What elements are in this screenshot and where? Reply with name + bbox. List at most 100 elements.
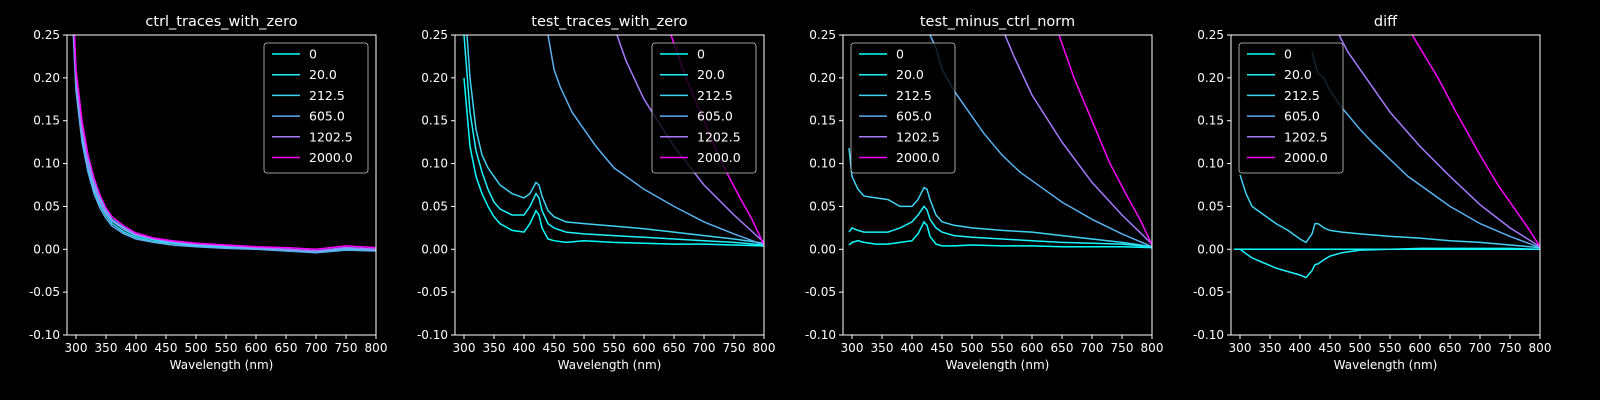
series-group: [72, 35, 376, 254]
y-tick-label: 0.10: [1197, 157, 1224, 171]
axes-frame: [842, 34, 1153, 336]
x-tick-label: 300: [1229, 341, 1252, 355]
x-tick-label: 800: [365, 341, 388, 355]
x-tick-label: 300: [453, 341, 476, 355]
x-tick-label: 650: [1439, 341, 1462, 355]
x-axis-label: Wavelength (nm): [558, 358, 662, 372]
axes-frame: [1230, 34, 1541, 336]
x-axis-label: Wavelength (nm): [946, 358, 1050, 372]
y-tick-label: 0.10: [421, 157, 448, 171]
legend-label: 605.0: [1284, 109, 1320, 124]
series-line-0: [848, 220, 1152, 249]
legend-label: 0: [309, 47, 317, 62]
series-line-20-0: [1239, 247, 1540, 279]
legend-label: 2000.0: [1284, 150, 1328, 165]
x-axis-label: Wavelength (nm): [1334, 358, 1438, 372]
series-line-605-0: [72, 35, 376, 254]
y-tick-label: -0.10: [417, 328, 448, 342]
y-tick-label: 0.05: [421, 199, 448, 213]
x-tick-label: 450: [931, 341, 954, 355]
x-tick-label: 350: [871, 341, 894, 355]
chart-title: test_minus_ctrl_norm: [920, 14, 1075, 30]
x-tick-label: 650: [663, 341, 686, 355]
x-tick-label: 650: [275, 341, 298, 355]
x-tick-label: 500: [185, 341, 208, 355]
series-line-605-0: [547, 35, 764, 246]
y-tick-label: 0.10: [809, 157, 836, 171]
series-line-1202-5: [1338, 35, 1540, 248]
x-tick-label: 400: [901, 341, 924, 355]
chart-panel-3: 300 350 400 450 500 550 600 650 700 750 800 -0.10 -0…: [805, 14, 1164, 372]
legend: 0 20.0 212.5 605.0 1202.5 2000.0: [850, 42, 956, 174]
legend-label: 1202.5: [1284, 129, 1328, 144]
series-line-2000-0: [1058, 35, 1152, 246]
y-tick-label: -0.05: [417, 285, 448, 299]
y-tick-label: -0.10: [29, 328, 60, 342]
x-tick-label: 800: [1529, 341, 1552, 355]
series-line-2000-0: [1411, 35, 1540, 248]
x-tick-label: 550: [603, 341, 626, 355]
chart-title: diff: [1374, 14, 1398, 30]
axes-frame: [66, 34, 377, 336]
x-tick-label: 600: [1021, 341, 1044, 355]
legend-label: 20.0: [697, 67, 725, 82]
series-line-212-5: [1239, 174, 1540, 249]
series-line-1202-5: [73, 35, 376, 252]
x-tick-label: 750: [723, 341, 746, 355]
y-tick-label: 0.00: [809, 242, 836, 256]
legend-box: [263, 42, 369, 174]
y-tick-label: -0.05: [805, 285, 836, 299]
legend-label: 1202.5: [896, 129, 940, 144]
y-tick-label: 0.05: [33, 199, 60, 213]
legend-label: 2000.0: [896, 150, 940, 165]
y-tick-label: 0.25: [1197, 28, 1224, 42]
x-tick-label: 750: [1111, 341, 1134, 355]
x-tick-label: 400: [1289, 341, 1312, 355]
x-tick-label: 550: [991, 341, 1014, 355]
chart-panel-2: 300 350 400 450 500 550 600 650 700 750 800 -0.10 -0…: [417, 14, 776, 372]
y-tick-label: -0.05: [29, 285, 60, 299]
x-tick-label: 450: [155, 341, 178, 355]
legend-label: 0: [896, 47, 904, 62]
y-tick-label: 0.25: [809, 28, 836, 42]
legend-label: 20.0: [1284, 67, 1312, 82]
chart-title: test_traces_with_zero: [531, 14, 688, 30]
series-line-1202-5: [1004, 35, 1152, 245]
y-tick-label: 0.05: [809, 199, 836, 213]
y-tick-label: 0.20: [809, 71, 836, 85]
x-tick-label: 400: [125, 341, 148, 355]
x-tick-label: 550: [215, 341, 238, 355]
x-tick-label: 700: [1469, 341, 1492, 355]
y-tick-label: 0.20: [1197, 71, 1224, 85]
y-tick-label: 0.00: [421, 242, 448, 256]
x-tick-label: 600: [1409, 341, 1432, 355]
axes-frame: [454, 34, 765, 336]
chart-panel-4: 300 350 400 450 500 550 600 650 700 750 800 -0.10 -0…: [1193, 14, 1552, 372]
legend-label: 2000.0: [309, 150, 353, 165]
y-tick-label: -0.10: [1193, 328, 1224, 342]
legend-box: [850, 42, 956, 174]
x-axis-label: Wavelength (nm): [170, 358, 274, 372]
series-line-605-0: [1311, 51, 1540, 249]
series-line-0: [463, 77, 764, 247]
legend-label: 0: [697, 47, 705, 62]
y-tick-label: 0.25: [421, 28, 448, 42]
legend-label: 20.0: [309, 67, 337, 82]
series-line-605-0: [929, 35, 1152, 248]
legend-label: 605.0: [309, 109, 345, 124]
series-line-20-0: [848, 205, 1152, 248]
series-line-212-5: [466, 35, 764, 245]
x-tick-label: 800: [753, 341, 776, 355]
legend-label: 605.0: [697, 109, 733, 124]
x-tick-label: 750: [335, 341, 358, 355]
series-group: [1234, 35, 1540, 279]
x-tick-label: 550: [1379, 341, 1402, 355]
y-tick-label: 0.25: [33, 28, 60, 42]
y-tick-label: 0.10: [33, 157, 60, 171]
x-tick-label: 600: [245, 341, 268, 355]
legend-box: [651, 42, 757, 174]
legend: 0 20.0 212.5 605.0 1202.5 2000.0: [263, 42, 369, 174]
series-line-2000-0: [73, 35, 376, 251]
chart-title: ctrl_traces_with_zero: [145, 14, 297, 30]
